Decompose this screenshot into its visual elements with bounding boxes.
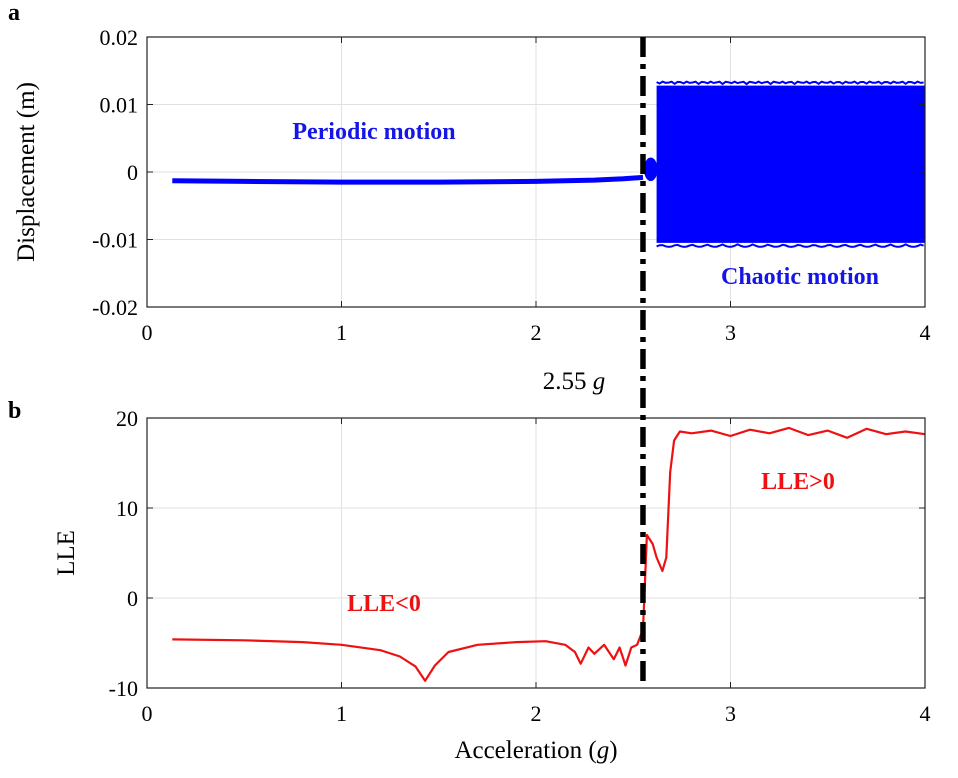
panel-b-label: b <box>8 398 21 424</box>
x-tick-label: 4 <box>920 320 931 345</box>
y-tick-label: 0 <box>127 160 138 185</box>
y-tick-label: 0.02 <box>100 25 139 50</box>
chaotic-band-bottom-edge <box>656 243 924 248</box>
x-tick-label: 2 <box>531 701 542 726</box>
y-tick-label: 10 <box>116 496 138 521</box>
x-tick-label: 2 <box>531 320 542 345</box>
y-tick-label: -0.01 <box>92 228 138 253</box>
y-tick-label: 0 <box>127 586 138 611</box>
threshold-value: 2.55 <box>543 368 593 395</box>
x-tick-label: 1 <box>336 701 347 726</box>
threshold-label: 2.55 g <box>543 368 606 395</box>
panel-a-label: a <box>8 0 20 26</box>
series-line-a-0 <box>172 174 644 185</box>
transition-blob <box>643 157 658 182</box>
x-tick-label: 4 <box>920 701 931 726</box>
x-tick-label: 3 <box>725 701 736 726</box>
lle-positive-label: LLE>0 <box>761 469 835 495</box>
panel-b-ylabel: LLE <box>53 530 80 576</box>
threshold-unit: g <box>593 368 606 395</box>
panel-a-chart: a Displacement (m) 0 1 2 3 4 -0.02 -0.01 0 0.01 0… <box>8 0 931 345</box>
series-line-b-0 <box>172 426 926 682</box>
x-tick-label: 3 <box>725 320 736 345</box>
panel-a-ylabel: Displacement (m) <box>13 82 40 262</box>
x-tick-label: 1 <box>336 320 347 345</box>
panel-b-xlabel: Acceleration (g) <box>454 737 617 764</box>
chaotic-band-top-edge <box>656 80 924 86</box>
x-tick-label: 0 <box>142 320 153 345</box>
periodic-motion-label: Periodic motion <box>292 119 455 145</box>
y-tick-label: -0.02 <box>92 295 138 320</box>
lle-negative-label: LLE<0 <box>347 591 421 617</box>
y-tick-label: 0.01 <box>100 93 139 118</box>
chaotic-motion-label: Chaotic motion <box>721 264 879 290</box>
y-tick-label: -10 <box>109 676 138 701</box>
chaotic-band <box>656 85 925 243</box>
x-tick-label: 0 <box>142 701 153 726</box>
y-tick-label: 20 <box>116 406 138 431</box>
